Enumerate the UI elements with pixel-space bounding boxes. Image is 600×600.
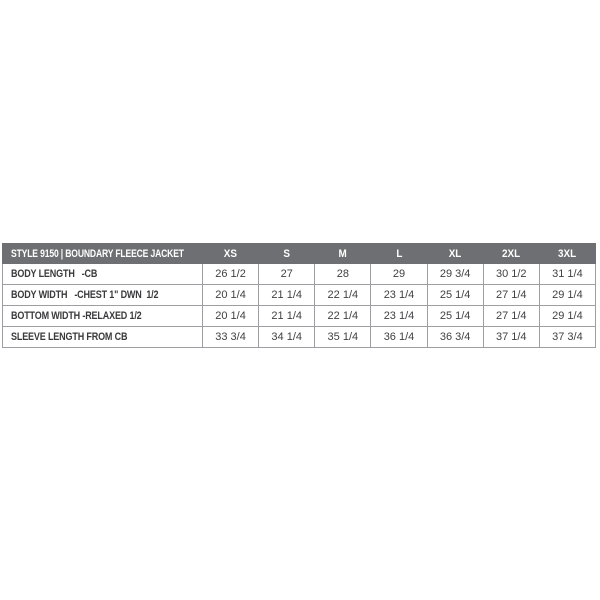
cell-bottom-width-xs: 20 1/4 (201, 305, 260, 327)
size-header-xs: XS (201, 243, 260, 264)
cell-body-length-xl: 29 3/4 (426, 263, 484, 285)
table-row: BOTTOM WIDTH -RELAXED 1/2 20 1/4 21 1/4 … (2, 305, 597, 327)
chart-title-cell: STYLE 9150 | BOUNDARY FLEECE JACKET (2, 243, 203, 264)
size-header-3xl: 3XL (538, 243, 597, 264)
cell-sleeve-length-xs: 33 3/4 (201, 326, 260, 348)
cell-bottom-width-2xl: 27 1/4 (482, 305, 540, 327)
cell-body-length-xs: 26 1/2 (201, 263, 260, 285)
table-row: SLEEVE LENGTH FROM CB 33 3/4 34 1/4 35 1… (2, 326, 597, 348)
chart-title: STYLE 9150 | BOUNDARY FLEECE JACKET (11, 247, 184, 260)
cell-bottom-width-xl: 25 1/4 (426, 305, 484, 327)
cell-body-length-2xl: 30 1/2 (482, 263, 540, 285)
cell-bottom-width-l: 23 1/4 (370, 305, 428, 327)
table-row: BODY WIDTH -CHEST 1" DWN 1/2 20 1/4 21 1… (2, 284, 597, 306)
cell-body-length-s: 27 (258, 263, 316, 285)
row-label-sleeve-length: SLEEVE LENGTH FROM CB (2, 326, 203, 348)
size-header-xl: XL (426, 243, 484, 264)
cell-body-length-3xl: 31 1/4 (538, 263, 597, 285)
cell-bottom-width-3xl: 29 1/4 (538, 305, 597, 327)
cell-body-width-2xl: 27 1/4 (482, 284, 540, 306)
table-row: BODY LENGTH -CB 26 1/2 27 28 29 29 3/4 3… (2, 263, 597, 285)
size-header-2xl: 2XL (482, 243, 540, 264)
cell-body-width-3xl: 29 1/4 (538, 284, 597, 306)
row-label-body-width: BODY WIDTH -CHEST 1" DWN 1/2 (2, 284, 203, 306)
size-header-m: M (314, 243, 372, 264)
cell-body-length-m: 28 (314, 263, 372, 285)
cell-sleeve-length-l: 36 1/4 (370, 326, 428, 348)
cell-body-width-m: 22 1/4 (314, 284, 372, 306)
size-header-l: L (370, 243, 428, 264)
row-label-bottom-width: BOTTOM WIDTH -RELAXED 1/2 (2, 305, 203, 327)
cell-body-width-s: 21 1/4 (258, 284, 316, 306)
cell-body-length-l: 29 (370, 263, 428, 285)
cell-sleeve-length-m: 35 1/4 (314, 326, 372, 348)
header-row: STYLE 9150 | BOUNDARY FLEECE JACKET XS S… (2, 243, 597, 264)
size-header-s: S (258, 243, 316, 264)
cell-bottom-width-m: 22 1/4 (314, 305, 372, 327)
cell-sleeve-length-xl: 36 3/4 (426, 326, 484, 348)
cell-body-width-xs: 20 1/4 (201, 284, 260, 306)
size-chart-table: STYLE 9150 | BOUNDARY FLEECE JACKET XS S… (2, 243, 597, 348)
cell-sleeve-length-2xl: 37 1/4 (482, 326, 540, 348)
cell-body-width-xl: 25 1/4 (426, 284, 484, 306)
cell-body-width-l: 23 1/4 (370, 284, 428, 306)
cell-bottom-width-s: 21 1/4 (258, 305, 316, 327)
cell-sleeve-length-3xl: 37 3/4 (538, 326, 597, 348)
row-label-body-length: BODY LENGTH -CB (2, 263, 203, 285)
cell-sleeve-length-s: 34 1/4 (258, 326, 316, 348)
